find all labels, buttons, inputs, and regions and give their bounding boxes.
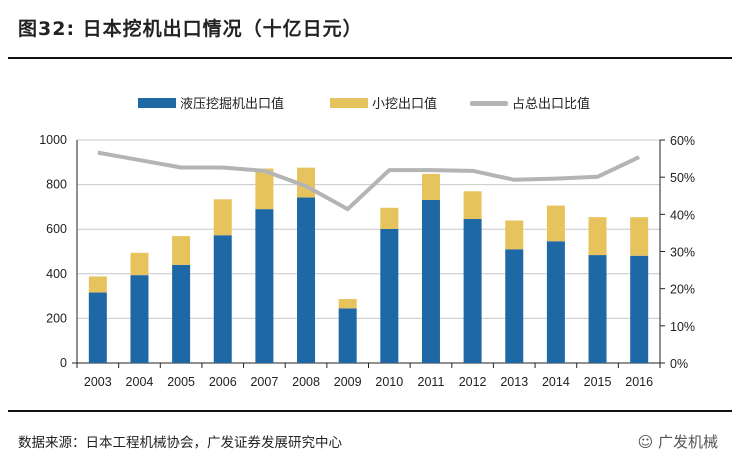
bar-mini-excavator <box>421 173 440 200</box>
x-tick-label: 2007 <box>250 375 278 389</box>
top-rule <box>8 57 732 59</box>
x-tick-label: 2013 <box>500 375 528 389</box>
x-tick-label: 2003 <box>84 375 112 389</box>
left-tick-label: 400 <box>46 267 67 281</box>
watermark-text: 广发机械 <box>657 433 718 451</box>
right-tick-label: 60% <box>670 134 695 148</box>
legend-swatch-line <box>470 101 508 106</box>
x-tick-label: 2015 <box>584 375 612 389</box>
left-tick-label: 0 <box>60 356 67 370</box>
bar-hydraulic-excavator <box>505 249 524 363</box>
bar-hydraulic-excavator <box>255 209 274 363</box>
x-tick-label: 2009 <box>334 375 362 389</box>
legend-label: 小挖出口值 <box>372 96 437 112</box>
bar-mini-excavator <box>380 207 399 229</box>
bar-hydraulic-excavator <box>546 241 565 363</box>
wechat-icon: ☺ <box>637 433 658 451</box>
right-tick-label: 0% <box>670 357 688 371</box>
bar-mini-excavator <box>130 252 149 276</box>
watermark-logo: ☺ 广发机械 <box>638 431 718 452</box>
bar-mini-excavator <box>505 220 524 250</box>
bar-hydraulic-excavator <box>338 308 357 363</box>
bar-hydraulic-excavator <box>630 255 649 363</box>
bar-mini-excavator <box>88 276 107 293</box>
bar-hydraulic-excavator <box>297 197 316 363</box>
left-tick-label: 800 <box>46 178 67 192</box>
bar-mini-excavator <box>546 205 565 242</box>
right-tick-label: 40% <box>670 208 695 222</box>
bar-mini-excavator <box>255 168 274 210</box>
legend-label: 占总出口比值 <box>512 96 590 112</box>
x-tick-label: 2008 <box>292 375 320 389</box>
right-tick-label: 20% <box>670 283 695 297</box>
right-tick-label: 30% <box>670 246 695 260</box>
left-tick-label: 1000 <box>39 133 67 147</box>
legend-swatch <box>138 98 176 108</box>
x-tick-label: 2004 <box>126 375 154 389</box>
bar-hydraulic-excavator <box>172 264 191 363</box>
bar-hydraulic-excavator <box>380 228 399 363</box>
x-tick-label: 2011 <box>418 375 445 389</box>
figure-title: 图32: 日本挖机出口情况（十亿日元） <box>18 18 363 40</box>
bar-hydraulic-excavator <box>213 235 232 363</box>
x-tick-label: 2014 <box>542 375 570 389</box>
source-note: 数据来源：日本工程机械协会，广发证券发展研究中心 <box>18 435 342 451</box>
bar-mini-excavator <box>172 236 191 265</box>
bar-hydraulic-excavator <box>588 255 607 363</box>
right-tick-label: 50% <box>670 171 695 185</box>
left-tick-label: 600 <box>46 222 67 236</box>
bar-hydraulic-excavator <box>463 218 482 363</box>
x-tick-label: 2010 <box>375 375 403 389</box>
bar-mini-excavator <box>213 199 232 236</box>
x-tick-label: 2012 <box>459 375 487 389</box>
x-tick-label: 2016 <box>625 375 653 389</box>
bar-hydraulic-excavator <box>88 292 107 363</box>
x-tick-label: 2006 <box>209 375 237 389</box>
right-tick-label: 10% <box>670 320 695 334</box>
left-tick-label: 200 <box>46 311 67 325</box>
bar-mini-excavator <box>588 217 607 256</box>
bar-mini-excavator <box>463 191 482 219</box>
bar-hydraulic-excavator <box>421 199 440 363</box>
legend-swatch <box>330 98 368 108</box>
bar-mini-excavator <box>338 298 357 309</box>
legend-label: 液压挖掘机出口值 <box>180 96 284 112</box>
x-tick-label: 2005 <box>167 375 195 389</box>
bottom-rule <box>8 410 732 412</box>
bar-mini-excavator <box>630 217 649 256</box>
bar-hydraulic-excavator <box>130 275 149 363</box>
line-export-share <box>97 150 641 212</box>
